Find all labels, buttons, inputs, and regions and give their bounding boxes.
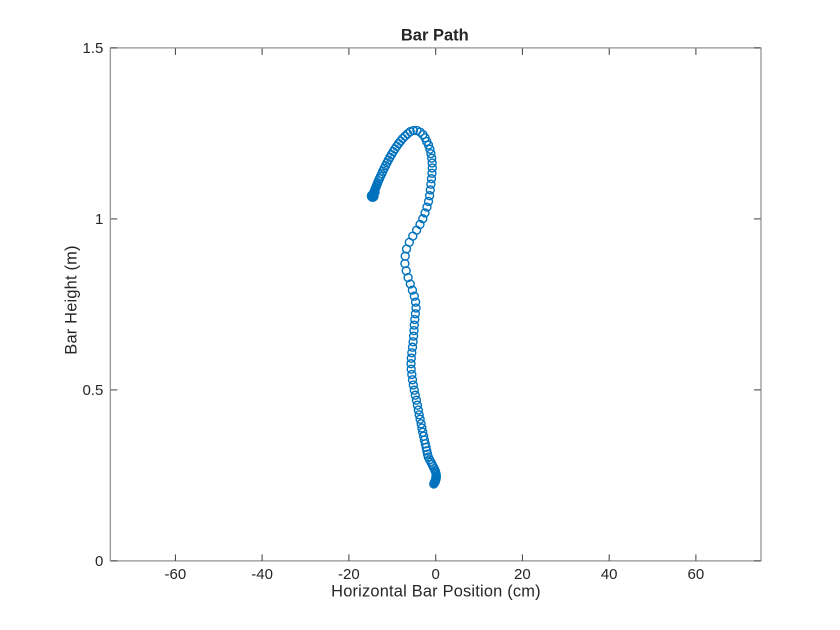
svg-text:40: 40 <box>601 566 618 583</box>
svg-text:1.5: 1.5 <box>82 40 103 57</box>
svg-text:-20: -20 <box>338 566 360 583</box>
svg-text:Bar Path: Bar Path <box>401 27 469 45</box>
svg-text:-60: -60 <box>165 566 187 583</box>
svg-text:60: 60 <box>688 566 705 583</box>
svg-text:Bar Height (m): Bar Height (m) <box>63 245 81 354</box>
svg-text:0: 0 <box>432 566 440 583</box>
svg-text:20: 20 <box>514 566 531 583</box>
svg-text:Horizontal Bar Position (cm): Horizontal Bar Position (cm) <box>331 583 541 601</box>
svg-text:0: 0 <box>95 553 103 570</box>
svg-text:-40: -40 <box>251 566 273 583</box>
svg-text:0.5: 0.5 <box>82 382 103 399</box>
svg-text:1: 1 <box>95 211 103 228</box>
